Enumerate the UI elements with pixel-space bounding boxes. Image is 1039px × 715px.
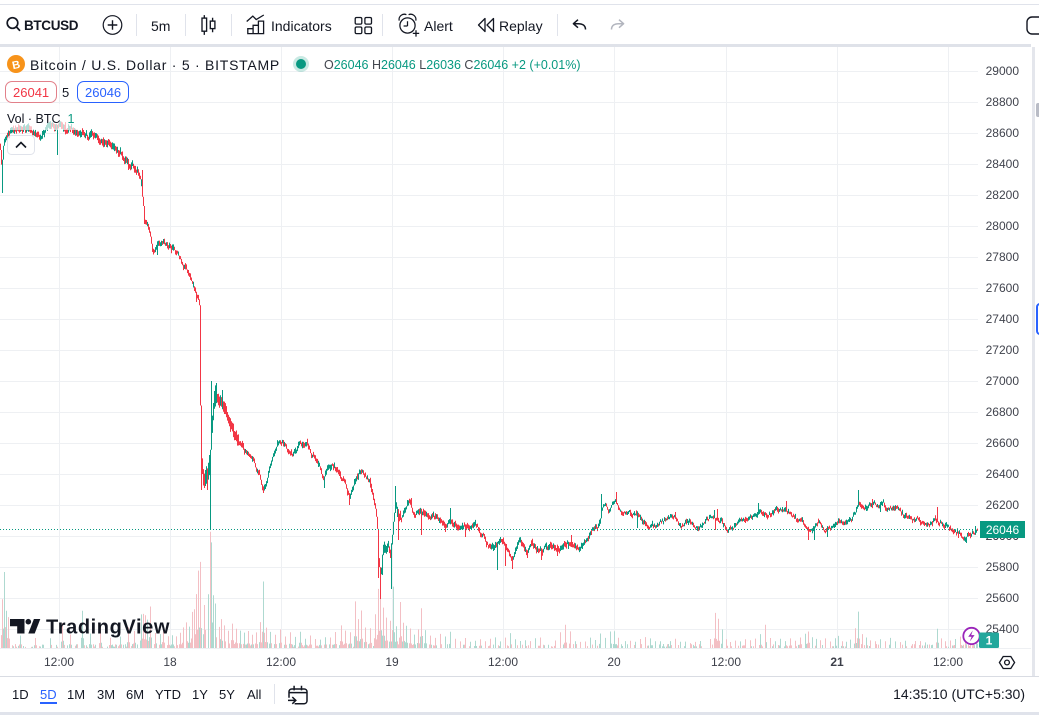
svg-text:27600: 27600 bbox=[986, 281, 1020, 295]
svg-text:18: 18 bbox=[163, 655, 177, 669]
svg-text:12:00: 12:00 bbox=[711, 655, 741, 669]
svg-text:26400: 26400 bbox=[986, 467, 1020, 481]
svg-text:TradingView: TradingView bbox=[46, 617, 170, 639]
svg-text:29000: 29000 bbox=[986, 64, 1020, 78]
svg-text:25600: 25600 bbox=[986, 591, 1020, 605]
svg-text:28200: 28200 bbox=[986, 188, 1020, 202]
svg-text:27800: 27800 bbox=[986, 250, 1020, 264]
svg-text:1: 1 bbox=[986, 634, 993, 648]
svg-text:27200: 27200 bbox=[986, 343, 1020, 357]
svg-text:26046: 26046 bbox=[986, 523, 1020, 537]
svg-text:28600: 28600 bbox=[986, 126, 1020, 140]
svg-text:28800: 28800 bbox=[986, 95, 1020, 109]
svg-text:12:00: 12:00 bbox=[933, 655, 963, 669]
svg-text:21: 21 bbox=[830, 655, 844, 669]
svg-text:26800: 26800 bbox=[986, 405, 1020, 419]
svg-text:28400: 28400 bbox=[986, 157, 1020, 171]
svg-text:20: 20 bbox=[607, 655, 621, 669]
svg-text:27400: 27400 bbox=[986, 312, 1020, 326]
svg-text:25800: 25800 bbox=[986, 560, 1020, 574]
svg-text:12:00: 12:00 bbox=[488, 655, 518, 669]
svg-text:28000: 28000 bbox=[986, 219, 1020, 233]
svg-text:B: B bbox=[11, 59, 21, 72]
svg-text:19: 19 bbox=[385, 655, 399, 669]
svg-text:12:00: 12:00 bbox=[44, 655, 74, 669]
svg-text:26200: 26200 bbox=[986, 498, 1020, 512]
svg-text:12:00: 12:00 bbox=[266, 655, 296, 669]
svg-text:27000: 27000 bbox=[986, 374, 1020, 388]
svg-text:26600: 26600 bbox=[986, 436, 1020, 450]
